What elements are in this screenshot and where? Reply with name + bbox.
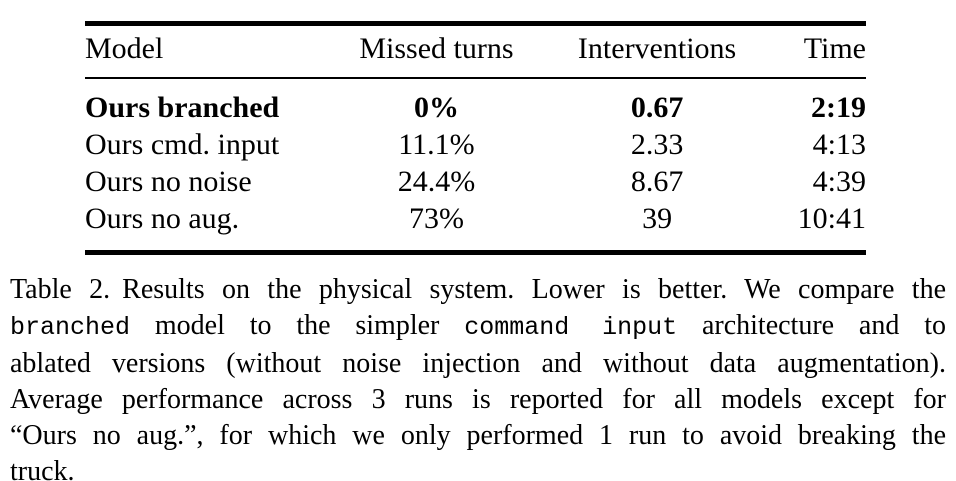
caption-text: ablated versions (without noise injectio…	[10, 348, 946, 379]
cell-time: 4:13	[812, 128, 866, 161]
cell-missed-turns: 0%	[413, 91, 459, 124]
table-row: Ours branched 0% 0.67 2:19	[85, 78, 866, 126]
cell-interventions: 0.67	[630, 91, 684, 124]
caption-line-6: truck.	[10, 454, 946, 481]
caption-line-3: ablated versions (without noise injectio…	[10, 346, 946, 382]
cell-model: Ours cmd. input	[85, 128, 280, 161]
caption-text: architecture and to	[677, 310, 946, 341]
caption-text: truck.	[10, 456, 75, 481]
cell-interventions: 39	[642, 202, 673, 235]
cell-model: Ours no aug.	[85, 202, 240, 235]
header-model: Model	[85, 23, 328, 79]
caption-text: “Ours no aug.”, for which we only perfor…	[10, 420, 946, 451]
results-table: Model Missed turns Interventions Time Ou…	[85, 21, 866, 255]
cell-model: Ours branched	[85, 91, 280, 124]
cell-model: Ours no noise	[85, 165, 252, 198]
table-row: Ours no aug. 73% 39 10:41	[85, 200, 866, 253]
table-row: Ours no noise 24.4% 8.67 4:39	[85, 163, 866, 200]
cell-time: 4:39	[812, 165, 866, 198]
header-missed-turns: Missed turns	[327, 23, 546, 79]
table-header-row: Model Missed turns Interventions Time	[85, 23, 866, 79]
cell-time: 2:19	[811, 91, 866, 124]
caption-text: model to the simpler	[130, 310, 465, 341]
table-row: Ours cmd. input 11.1% 2.33 4:13	[85, 126, 866, 163]
cell-missed-turns: 24.4%	[397, 165, 476, 198]
caption-label: Table 2.	[10, 274, 111, 305]
table-caption: Table 2. Results on the physical system. …	[10, 272, 946, 481]
header-interventions: Interventions	[545, 23, 769, 79]
caption-line-5: “Ours no aug.”, for which we only perfor…	[10, 418, 946, 454]
cell-interventions: 2.33	[630, 128, 684, 161]
cell-missed-turns: 73%	[408, 202, 464, 235]
header-time: Time	[768, 23, 866, 79]
caption-code-command-input: command input	[464, 313, 678, 342]
cell-missed-turns: 11.1%	[398, 128, 475, 161]
caption-line-4: Average performance across 3 runs is rep…	[10, 382, 946, 418]
caption-line-2: branched model to the simpler command in…	[10, 308, 946, 346]
caption-line-1: Table 2. Results on the physical system. …	[10, 272, 946, 308]
caption-text: Average performance across 3 runs is rep…	[10, 384, 946, 415]
caption-text: Results on the physical system. Lower is…	[122, 274, 946, 305]
cell-interventions: 8.67	[630, 165, 684, 198]
cell-time: 10:41	[797, 202, 866, 235]
caption-code-branched: branched	[10, 313, 131, 342]
